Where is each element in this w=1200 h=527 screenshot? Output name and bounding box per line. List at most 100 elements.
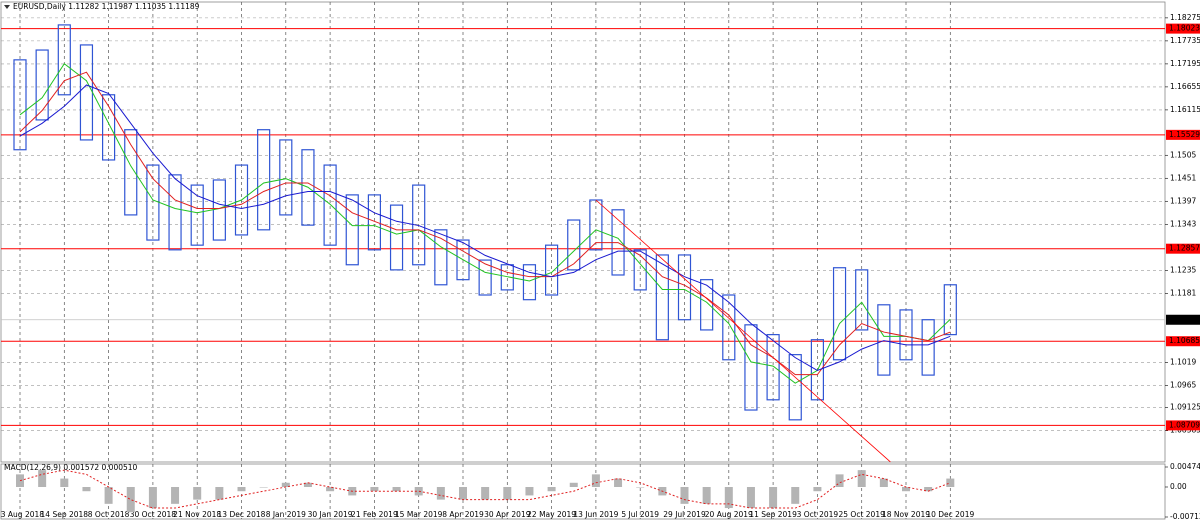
x-tick-label: 20 Aug 2019 [705, 510, 753, 519]
price-bar [722, 294, 736, 361]
price-bar [389, 204, 404, 271]
macd-bar [857, 470, 866, 487]
price-bar [279, 139, 293, 216]
price-bar [301, 149, 315, 226]
macd-bar [414, 486, 423, 496]
level-tag [1166, 23, 1200, 34]
x-tick-label: 14 Sep 2018 [41, 510, 89, 519]
x-tick-label: 25 Oct 2019 [839, 510, 886, 519]
macd-bar [902, 486, 910, 492]
macd-bar [82, 486, 91, 492]
macd-bar [680, 486, 689, 504]
x-tick-label: 11 Sep 2019 [749, 510, 797, 519]
price-bar [655, 254, 669, 341]
y-tick-label: 1.1235 [1170, 265, 1196, 274]
price-bar [855, 269, 869, 331]
level-tag [1166, 129, 1200, 140]
macd-bar [237, 486, 246, 492]
x-tick-label: 10 Dec 2019 [926, 510, 974, 519]
price-bar [943, 284, 957, 336]
y-tick-label: 1.17735 [1170, 36, 1200, 45]
macd-signal [19, 469, 951, 509]
macd-bar [436, 486, 445, 500]
x-tick-label: 8 Oct 2018 [88, 510, 130, 519]
x-tick-label: 21 Feb 2019 [351, 510, 398, 519]
y-tick-label: 1.18275 [1170, 13, 1200, 22]
y-tick-label: 0.00 [1170, 482, 1187, 491]
macd-bar [303, 482, 312, 487]
macd-bar [215, 486, 224, 500]
price-bar [633, 249, 647, 291]
level-label: 1.08709 [1169, 420, 1200, 429]
macd-bar [724, 486, 733, 509]
level-label: 1.10685 [1169, 336, 1200, 345]
price-bar [700, 279, 714, 331]
current-price-label: 1.11189 [1169, 315, 1200, 324]
price-bar [412, 184, 426, 266]
x-tick-label: 29 Jul 2019 [663, 510, 706, 519]
price-bar [456, 239, 470, 281]
price-bar [345, 194, 359, 266]
price-bar [766, 334, 780, 401]
macd-bar [38, 470, 47, 487]
y-tick-label: 1.1343 [1170, 219, 1196, 228]
moving-average [19, 62, 951, 384]
price-bar [124, 129, 138, 216]
x-tick-label: 13 Jun 2019 [573, 510, 618, 519]
level-label: 1.15529 [1169, 130, 1200, 139]
macd-bar [60, 478, 69, 487]
moving-average [19, 71, 951, 376]
y-tick-label: 1.1181 [1170, 288, 1196, 297]
macd-bar [392, 486, 401, 492]
y-tick-label: 1.16655 [1170, 82, 1200, 91]
macd-bar [614, 478, 623, 487]
y-tick-label: 1.0965 [1170, 380, 1196, 389]
x-tick-label: 30 Apr 2019 [484, 510, 531, 519]
price-bar [190, 184, 204, 246]
level-label: 1.12857 [1169, 244, 1200, 253]
macd-bar [547, 486, 556, 492]
macd-bar [326, 486, 335, 492]
price-bar [810, 339, 825, 401]
indicator-title: MACD(12,26,9) 0.001572 0.000510 [4, 463, 138, 472]
price-pane [0, 1, 1166, 463]
trend-line [595, 199, 891, 463]
y-tick-label: 1.1505 [1170, 150, 1196, 159]
macd-bar [281, 482, 290, 487]
macd-bar [503, 486, 512, 500]
macd-bar [481, 486, 490, 500]
y-tick-label: 1.09125 [1170, 403, 1200, 412]
macd-bar [591, 474, 600, 487]
y-tick-label: 1.17195 [1170, 59, 1200, 68]
price-bar [323, 164, 337, 246]
macd-bar [126, 486, 135, 513]
macd-bar [193, 486, 202, 500]
price-bar [500, 264, 514, 291]
price-bar [921, 319, 935, 376]
chart-title: EURUSD,Daily 1.11282 1.11987 1.11035 1.1… [13, 2, 200, 11]
price-bar [257, 129, 271, 231]
price-bar [101, 94, 116, 161]
price-bar [544, 244, 559, 296]
price-bar [744, 324, 758, 411]
macd-bar [879, 478, 888, 487]
x-tick-label: 30 Oct 2018 [130, 510, 177, 519]
macd-bar [148, 486, 157, 509]
pane-menu-icon[interactable] [4, 5, 10, 9]
macd-bar [636, 486, 645, 488]
x-tick-label: 23 Aug 2018 [0, 510, 44, 519]
x-tick-label: 13 Dec 2018 [218, 510, 266, 519]
price-bar [788, 354, 802, 421]
macd-bar [259, 486, 268, 488]
macd-bar [702, 486, 711, 504]
moving-average [19, 84, 951, 371]
macd-bar [104, 486, 113, 504]
macd-bar [924, 486, 933, 492]
macd-bar [791, 486, 800, 504]
x-tick-label: 22 May 2019 [527, 510, 576, 519]
level-tag [1166, 336, 1200, 347]
x-tick-label: 15 Mar 2019 [395, 510, 443, 519]
macd-bar [769, 486, 778, 509]
macd-bar [813, 486, 822, 492]
